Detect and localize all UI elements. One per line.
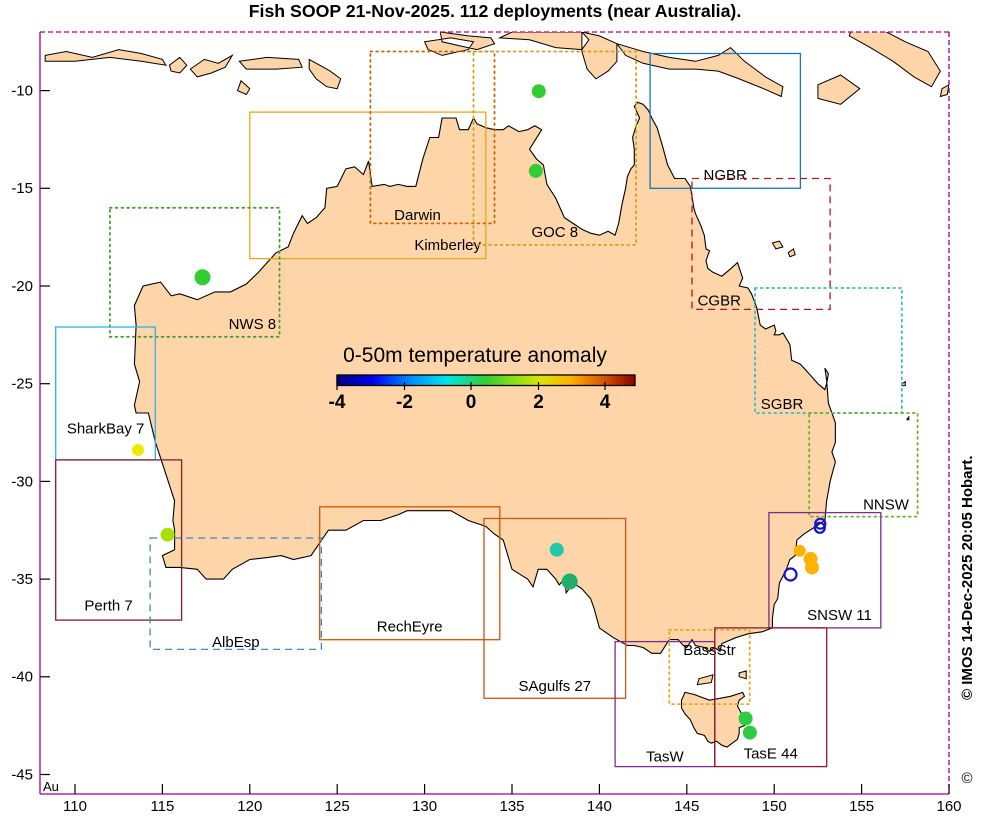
svg-text:Fish SOOP 21-Nov-2025. 112 dep: Fish SOOP 21-Nov-2025. 112 deployments (… [249,1,742,21]
svg-text:AlbEsp: AlbEsp [212,634,260,651]
svg-text:Au: Au [43,779,59,794]
svg-text:140: 140 [587,798,612,815]
svg-text:0-50m temperature anomaly: 0-50m temperature anomaly [343,344,607,367]
svg-text:-15: -15 [11,180,33,197]
svg-text:SAgulfs 27: SAgulfs 27 [519,678,592,695]
svg-text:NGBR: NGBR [704,167,748,184]
svg-text:SNSW 11: SNSW 11 [807,607,872,624]
svg-text:115: 115 [150,798,174,815]
svg-text:NWS 8: NWS 8 [229,316,277,333]
svg-text:TasE 44: TasE 44 [744,745,798,762]
svg-text:RechEyre: RechEyre [377,619,443,636]
svg-text:Kimberley: Kimberley [414,237,481,254]
svg-text:SGBR: SGBR [761,396,804,413]
svg-text:0: 0 [466,392,477,413]
svg-text:120: 120 [237,798,262,815]
svg-text:SharkBay 7: SharkBay 7 [67,420,145,437]
svg-text:110: 110 [63,798,87,815]
svg-text:-40: -40 [11,669,33,686]
svg-text:GOC 8: GOC 8 [531,224,578,241]
svg-text:© IMOS 14-Dec-2025 20:05 Hobar: © IMOS 14-Dec-2025 20:05 Hobart. [959,456,976,700]
svg-text:150: 150 [762,798,787,815]
svg-text:©: © [961,770,972,787]
svg-text:145: 145 [674,798,699,815]
svg-text:135: 135 [499,798,524,815]
svg-text:-25: -25 [11,376,33,393]
svg-text:125: 125 [325,798,350,815]
svg-text:-20: -20 [11,278,33,295]
svg-text:-10: -10 [11,83,33,100]
svg-text:-4: -4 [329,392,346,413]
svg-text:-45: -45 [11,766,33,783]
svg-text:NNSW: NNSW [863,496,910,513]
svg-text:2: 2 [533,392,544,413]
svg-text:BassStr: BassStr [683,642,736,659]
svg-text:-35: -35 [11,571,33,588]
svg-text:4: 4 [600,392,611,413]
svg-text:130: 130 [412,798,437,815]
svg-text:Perth 7: Perth 7 [84,598,132,615]
svg-text:160: 160 [936,798,961,815]
svg-text:CGBR: CGBR [698,293,742,310]
svg-text:TasW: TasW [646,749,684,766]
svg-text:Darwin: Darwin [394,207,441,224]
svg-text:155: 155 [849,798,874,815]
svg-text:-30: -30 [11,473,33,490]
svg-text:-2: -2 [396,392,413,413]
